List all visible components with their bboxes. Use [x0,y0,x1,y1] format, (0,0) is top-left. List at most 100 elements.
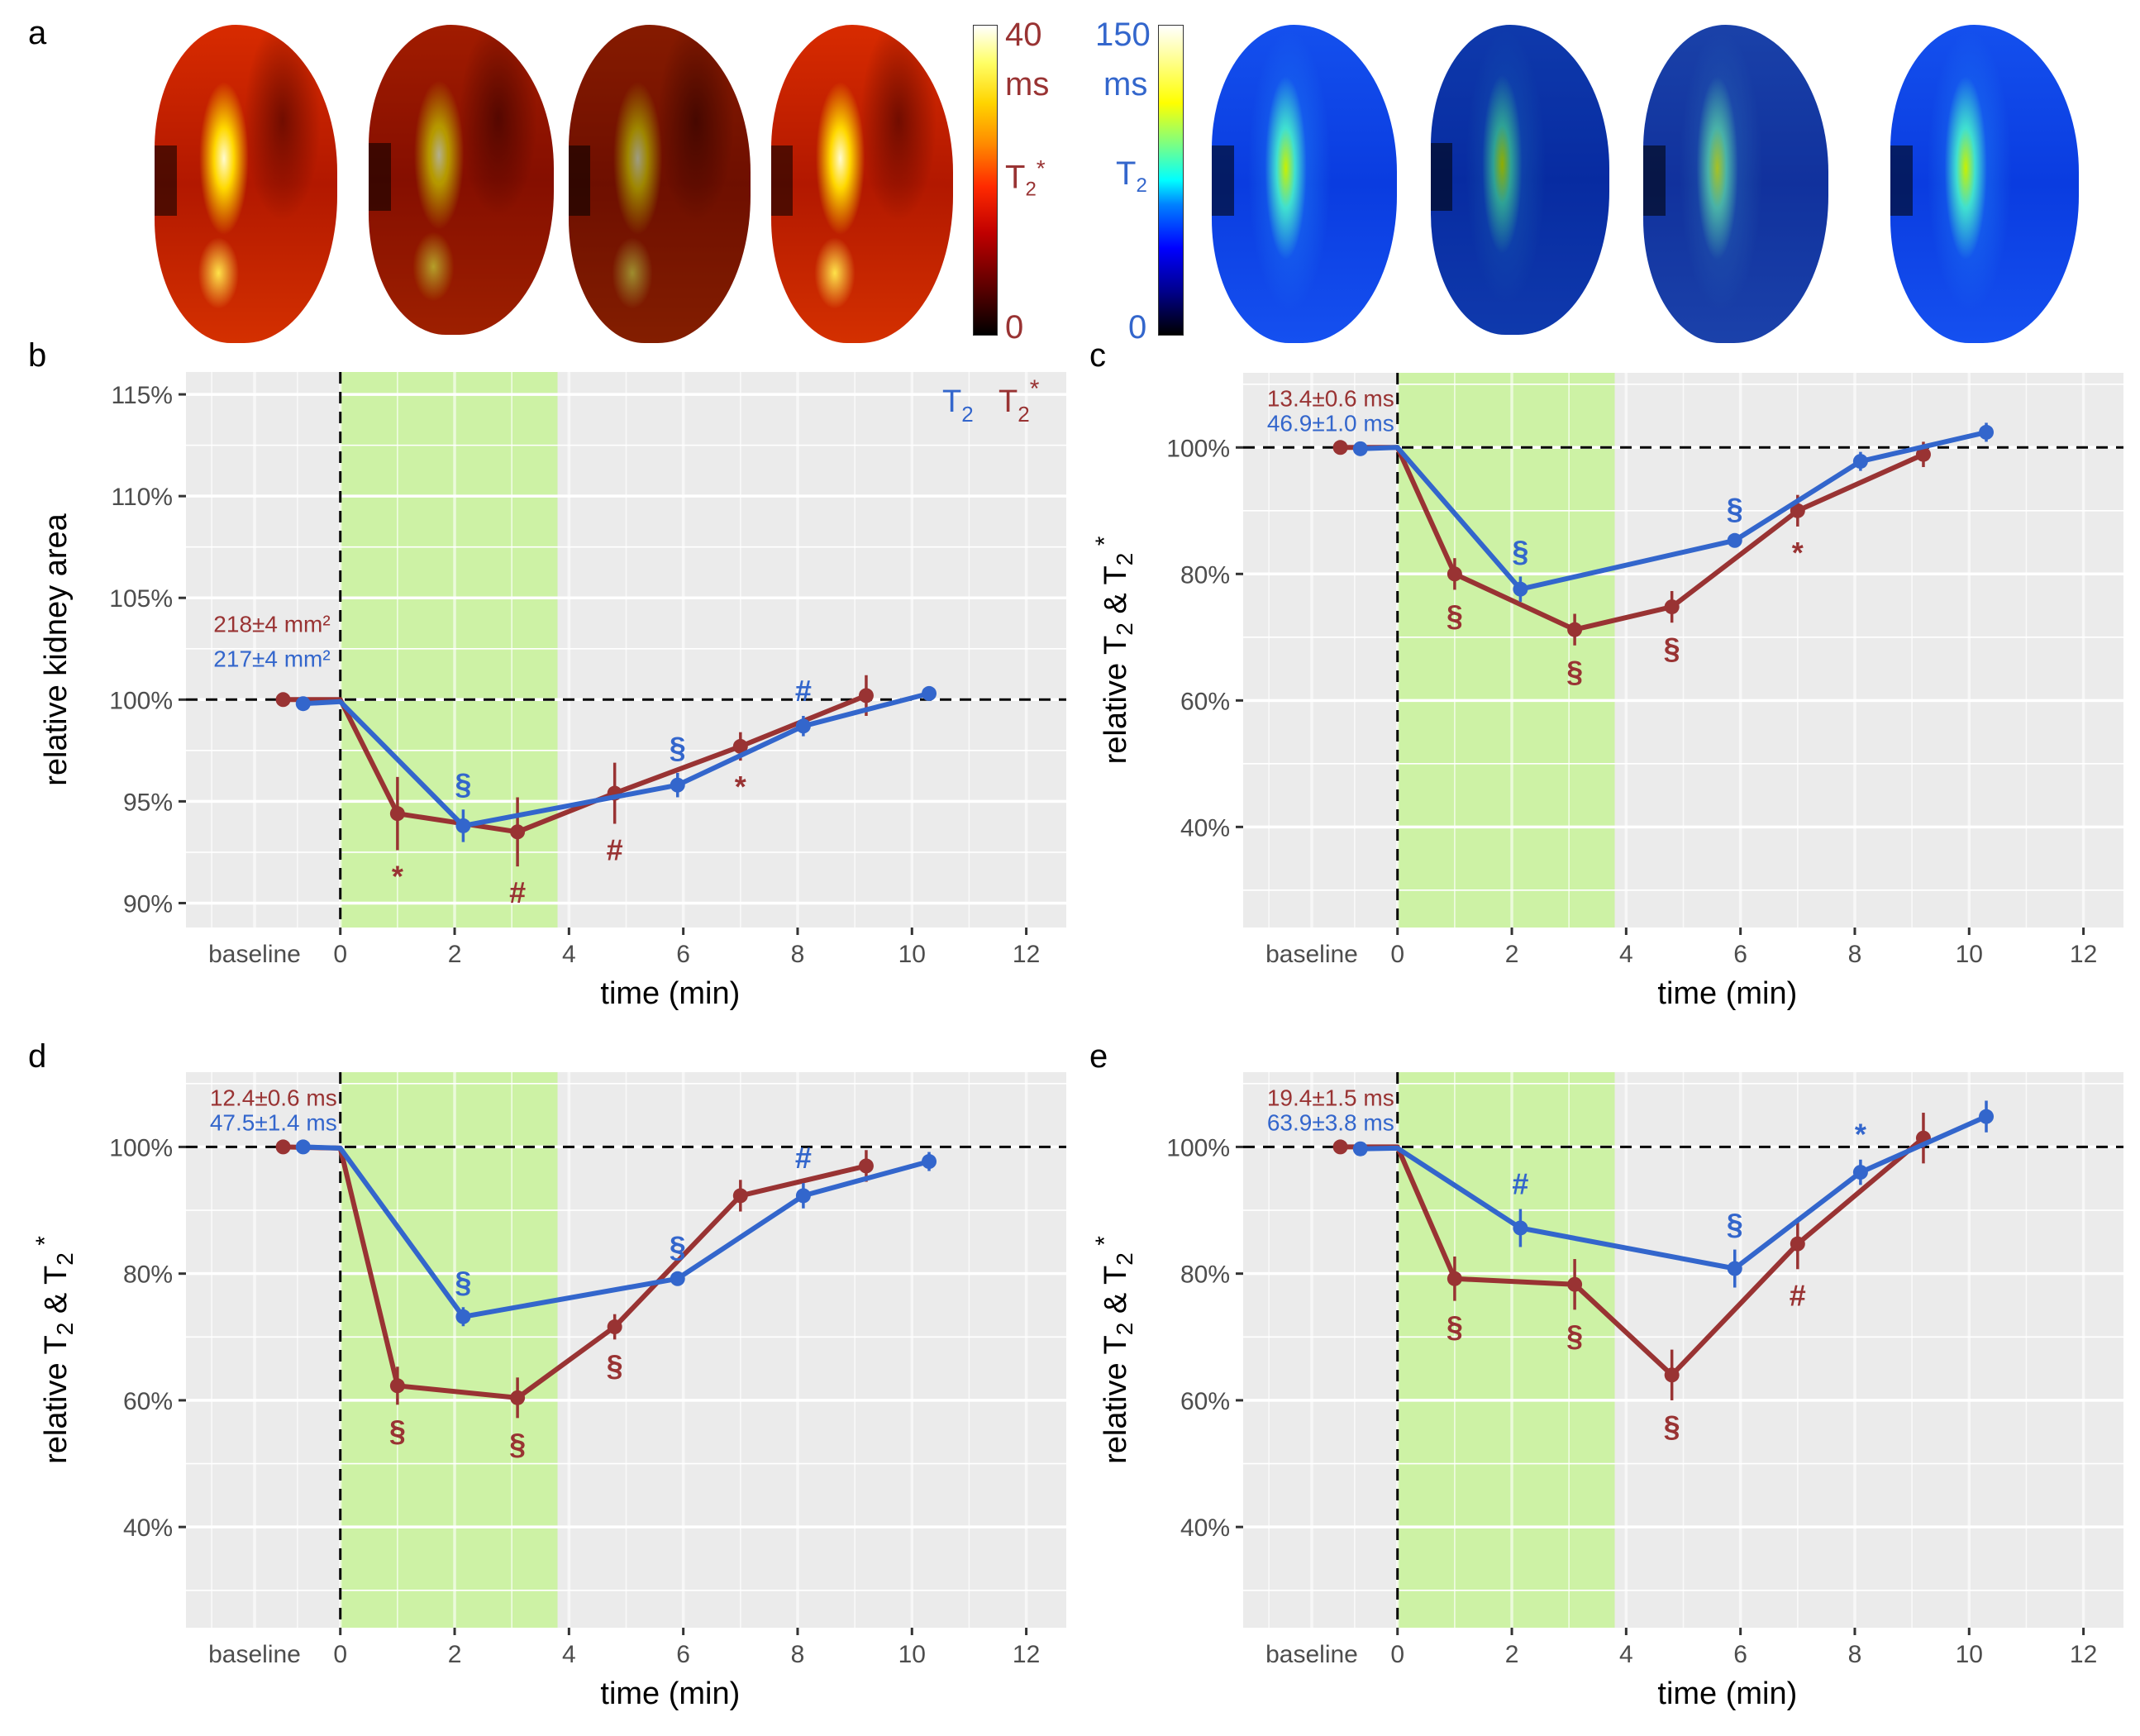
data-point[interactable] [389,806,405,822]
significance-marker: § [1566,1319,1583,1352]
series-t2: § § # [295,674,937,842]
data-point[interactable] [510,1390,526,1405]
x-tick-label: 2 [448,1641,462,1668]
y-axis-title-part: 2 [1112,622,1137,636]
x-tick-label: 10 [1956,1641,1983,1668]
x-tick-label: 6 [676,1641,690,1668]
data-point[interactable] [1979,424,1995,440]
x-tick-label: baseline [208,1641,301,1668]
legend-label: T [942,384,961,419]
y-axis-title: relative T2 & T2 * [1091,536,1137,764]
t2star-colorbar-name: T2* [1005,155,1046,201]
y-tick-label: 40% [123,1514,173,1542]
data-point[interactable] [858,1158,874,1174]
significance-marker: * [1792,536,1804,570]
x-tick-label: 0 [1390,941,1404,968]
y-tick-label: 80% [123,1261,173,1289]
data-point[interactable] [1915,446,1931,462]
t2-colorbar-unit: ms [1103,66,1148,103]
legend-sub: 2 [961,402,973,427]
data-point[interactable] [1513,1220,1528,1236]
data-point[interactable] [607,1319,622,1335]
legend-label: T [999,384,1018,419]
y-tick-label: 40% [1180,1514,1230,1542]
data-point[interactable] [922,1154,937,1170]
x-tick-label: 8 [791,1641,805,1668]
t2-map-3 [1643,25,1828,343]
data-point[interactable] [670,777,685,793]
data-point[interactable] [732,738,748,754]
data-point[interactable] [1352,1141,1368,1157]
data-point[interactable] [510,824,526,840]
data-point[interactable] [1790,1236,1805,1252]
data-point[interactable] [455,818,471,833]
x-tick-label: 4 [562,941,576,968]
x-tick-label: 2 [448,941,462,968]
intervention-band [1397,1072,1615,1628]
significance-marker: * [735,770,746,804]
series-line [303,1144,930,1319]
data-point[interactable] [795,1188,811,1204]
y-tick-label: 60% [123,1388,173,1415]
x-tick-label: 6 [1733,941,1747,968]
data-point[interactable] [1447,1271,1462,1286]
x-tick-label: 12 [1013,1641,1040,1668]
y-tick-label: 100% [109,687,173,714]
baseline-annotation-t2: 46.9±1.0 ms [1267,410,1394,436]
data-point[interactable] [1332,1139,1348,1155]
data-point[interactable] [1447,566,1462,582]
t2star-map-3 [569,25,751,343]
legend-item-t2: T2 [942,384,974,427]
y-tick-label: 100% [1166,435,1230,462]
significance-marker: # [795,674,812,708]
data-point[interactable] [389,1378,405,1394]
intervention-band [340,1072,558,1628]
y-axis-title-part: relative T [39,1335,74,1464]
data-point[interactable] [1332,440,1348,455]
data-point[interactable] [275,1139,291,1155]
data-point[interactable] [1852,454,1868,470]
data-point[interactable] [1852,1165,1868,1180]
data-point[interactable] [732,1188,748,1204]
y-axis-title-part: relative T [1099,1335,1133,1464]
t2star-colorbar-max: 40 [1005,17,1042,53]
y-tick-label: 80% [1180,561,1230,589]
data-point[interactable] [1979,1109,1995,1124]
y-axis-title-part: 2 [1112,1252,1137,1266]
data-point[interactable] [1790,503,1805,518]
y-axis-title: relative kidney area [39,513,74,785]
data-point[interactable] [670,1271,685,1286]
significance-marker: # [607,832,623,866]
data-point[interactable] [1567,622,1583,637]
y-tick-label: 60% [1180,688,1230,715]
series-line [1360,429,1987,592]
x-axis-title: time (min) [1657,1676,1797,1711]
significance-marker: # [795,1141,812,1175]
data-point[interactable] [295,1139,311,1155]
x-axis-title: time (min) [600,976,740,1011]
data-point[interactable] [1727,1261,1742,1276]
data-point[interactable] [1727,532,1742,548]
y-tick-label: 105% [109,585,173,613]
y-axis-title-part: * [31,1236,59,1252]
data-point[interactable] [1664,1367,1680,1383]
data-point[interactable] [295,696,311,712]
data-point[interactable] [1352,441,1368,456]
x-tick-label: 6 [1733,1641,1747,1668]
data-point[interactable] [858,688,874,703]
x-tick-label: 8 [1848,1641,1862,1668]
data-point[interactable] [455,1309,471,1324]
y-tick-label: 100% [109,1134,173,1161]
baseline-annotation-t2star: 13.4±0.6 ms [1267,385,1394,411]
data-point[interactable] [922,685,937,701]
data-point[interactable] [1664,599,1680,615]
data-point[interactable] [795,718,811,734]
data-point[interactable] [275,692,291,708]
significance-marker: § [1447,599,1463,632]
series-t2: §§ [1352,422,1995,602]
x-tick-label: 2 [1505,1641,1519,1668]
y-tick-label: 115% [111,382,173,409]
data-point[interactable] [1567,1276,1583,1292]
data-point[interactable] [1513,581,1528,597]
